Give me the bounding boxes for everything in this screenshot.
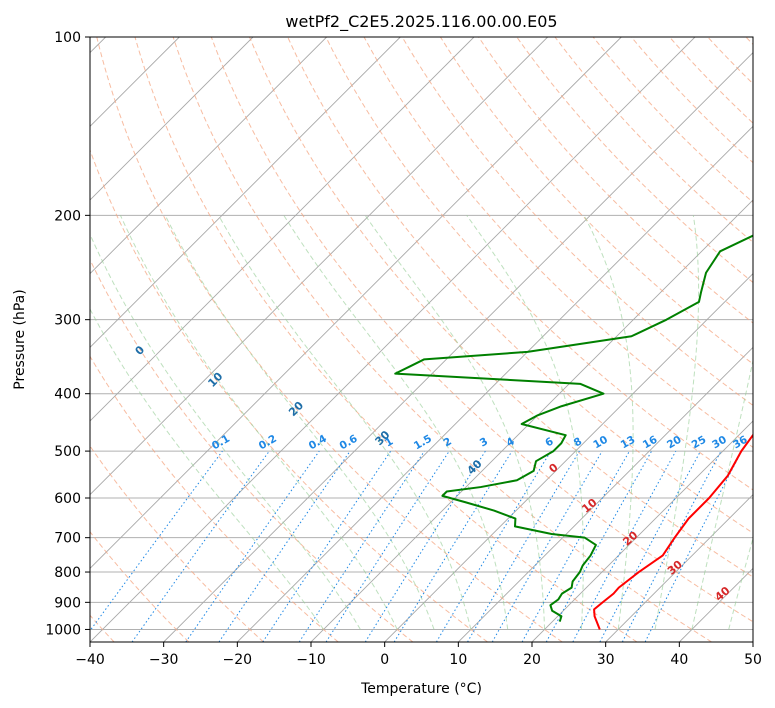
dry-adiabat-line [90, 258, 414, 642]
dry-adiabat-line [90, 445, 264, 642]
y-tick-label: 300 [54, 313, 81, 329]
profile-line [394, 234, 753, 622]
dry-adiabat-line [249, 37, 753, 578]
profile-line [593, 433, 753, 630]
profile-lines [394, 234, 753, 630]
mixing-ratio-line [644, 450, 743, 642]
y-tick-label: 100 [54, 30, 81, 46]
moist-adiabat-line [364, 215, 546, 630]
x-axis-label: Temperature (°C) [360, 681, 482, 697]
moist-adiabat-line [119, 215, 398, 630]
dry-adiabat-line [90, 355, 339, 642]
x-tick-label: −40 [75, 652, 105, 668]
x-tick-label: 20 [523, 652, 541, 668]
dry-adiabat-line [401, 37, 753, 406]
x-axis: −40 −30 −20 −10 0 10 20 30 40 50 [75, 642, 762, 668]
isotherm-line [605, 494, 753, 642]
mixing-ratio-line [131, 450, 270, 642]
dry-adiabat-line [96, 37, 563, 642]
mixing-ratio-line [393, 450, 513, 642]
moist-adiabat-line [283, 215, 509, 630]
isotherm-line [237, 125, 753, 642]
isotherm-line [90, 37, 327, 275]
isotherm-line [90, 37, 475, 422]
moist-adiabat-line [90, 308, 324, 630]
isotherm-line [90, 37, 696, 642]
mixing-ratio-line [218, 450, 351, 642]
mixing-ratio-line [90, 450, 223, 632]
x-tick-label: 0 [380, 652, 389, 668]
y-axis-label: Pressure (hPa) [12, 289, 28, 389]
moist-adiabat-line [583, 215, 634, 630]
dry-adiabat-line [210, 37, 753, 623]
isotherm-line [90, 37, 254, 201]
isotherm-line [531, 420, 753, 642]
moist-adiabat-line [90, 233, 361, 630]
mixing-ratio-line [262, 450, 392, 642]
plot-frame [89, 36, 754, 643]
x-tick-label: −30 [149, 652, 179, 668]
dry-adiabat-line [325, 37, 753, 491]
x-tick-label: −10 [296, 652, 326, 668]
isotherm-line [163, 52, 753, 642]
dry-adiabat-line [90, 148, 488, 642]
dry-adiabat-line [90, 531, 190, 642]
dry-adiabat-line [134, 37, 638, 642]
y-tick-label: 400 [54, 387, 81, 403]
isotherm-line [90, 37, 622, 569]
x-tick-label: 50 [744, 652, 762, 668]
isotherm-line [90, 37, 548, 496]
y-tick-label: 200 [54, 208, 81, 224]
y-tick-label: 600 [54, 491, 81, 507]
isotherm-line [384, 273, 753, 642]
background-lines [90, 37, 753, 642]
dry-adiabat-line [172, 37, 712, 642]
y-tick-label: 900 [54, 595, 81, 611]
dry-adiabat-line [516, 37, 753, 284]
chart-title: wetPf2_C2E5.2025.116.00.00.E05 [285, 12, 557, 32]
x-tick-label: −20 [223, 652, 253, 668]
x-tick-label: 30 [597, 652, 615, 668]
mixing-ratio-line [545, 450, 653, 642]
mixing-ratio-line [185, 450, 320, 642]
mixing-ratio-line [298, 450, 425, 642]
y-tick-label: 1000 [45, 622, 81, 638]
y-tick-label: 500 [54, 444, 81, 460]
moist-adiabat-line [466, 215, 584, 630]
dry-adiabat-line [439, 37, 753, 365]
isotherm-line [458, 346, 753, 642]
x-tick-label: 40 [670, 652, 688, 668]
moist-adiabat-line [218, 215, 472, 630]
mixing-ratio-line [325, 450, 450, 642]
y-axis: 100 200 300 400 500 600 700 800 900 1000 [45, 30, 90, 638]
y-tick-label: 700 [54, 531, 81, 547]
x-tick-label: 10 [449, 652, 467, 668]
mixing-ratio-line [572, 450, 677, 642]
y-tick-label: 800 [54, 565, 81, 581]
mixing-ratio-line [521, 450, 630, 642]
